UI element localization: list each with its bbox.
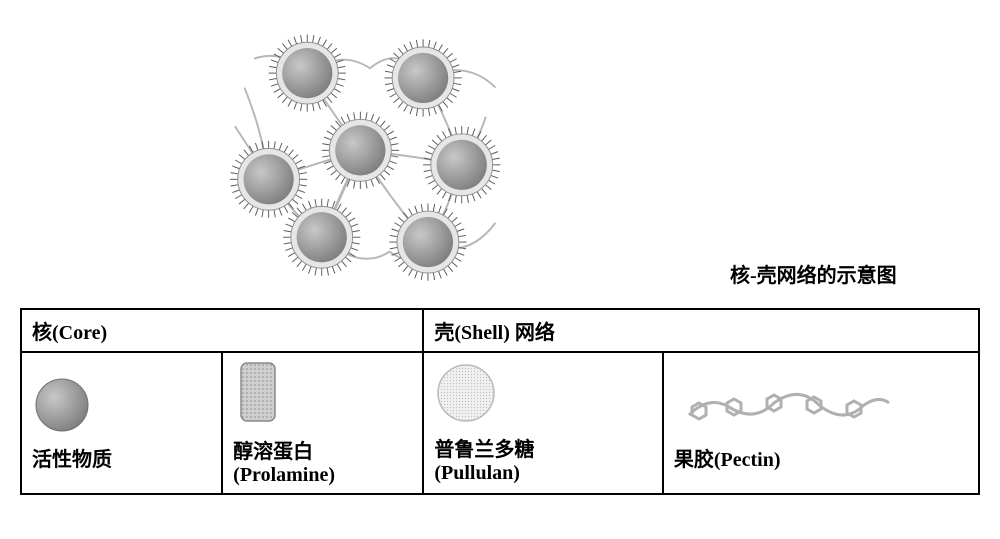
legend-table: 核(Core) 壳(Shell) 网络 活性物质 — [20, 308, 980, 495]
diagram-caption: 核-壳网络的示意图 — [730, 259, 897, 288]
core-shell-network-diagram — [190, 20, 550, 300]
diagram-row: 核-壳网络的示意图 — [20, 20, 980, 300]
pullulan-label: 普鲁兰多糖 (Pullulan) — [434, 433, 534, 485]
header-core: 核(Core) — [21, 309, 423, 352]
active-label: 活性物质 — [32, 443, 112, 472]
prolamine-label: 醇溶蛋白 (Prolamine) — [233, 435, 335, 487]
legend-cell-active: 活性物质 — [21, 352, 222, 494]
legend-cell-pullulan: 普鲁兰多糖 (Pullulan) — [423, 352, 663, 494]
pectin-label: 果胶(Pectin) — [674, 443, 781, 472]
legend-body-row: 活性物质 醇溶蛋白 (Prolamine) — [21, 352, 979, 494]
pullulan-icon — [434, 361, 498, 425]
legend-header-row: 核(Core) 壳(Shell) 网络 — [21, 309, 979, 352]
legend-cell-prolamine: 醇溶蛋白 (Prolamine) — [222, 352, 423, 494]
prolamine-icon — [233, 359, 283, 427]
figure: 核-壳网络的示意图 核(Core) 壳(Shell) 网络 — [20, 20, 980, 495]
header-shell: 壳(Shell) 网络 — [423, 309, 979, 352]
active-substance-icon — [32, 375, 92, 435]
legend-cell-pectin: 果胶(Pectin) — [663, 352, 979, 494]
pectin-icon — [674, 375, 894, 435]
